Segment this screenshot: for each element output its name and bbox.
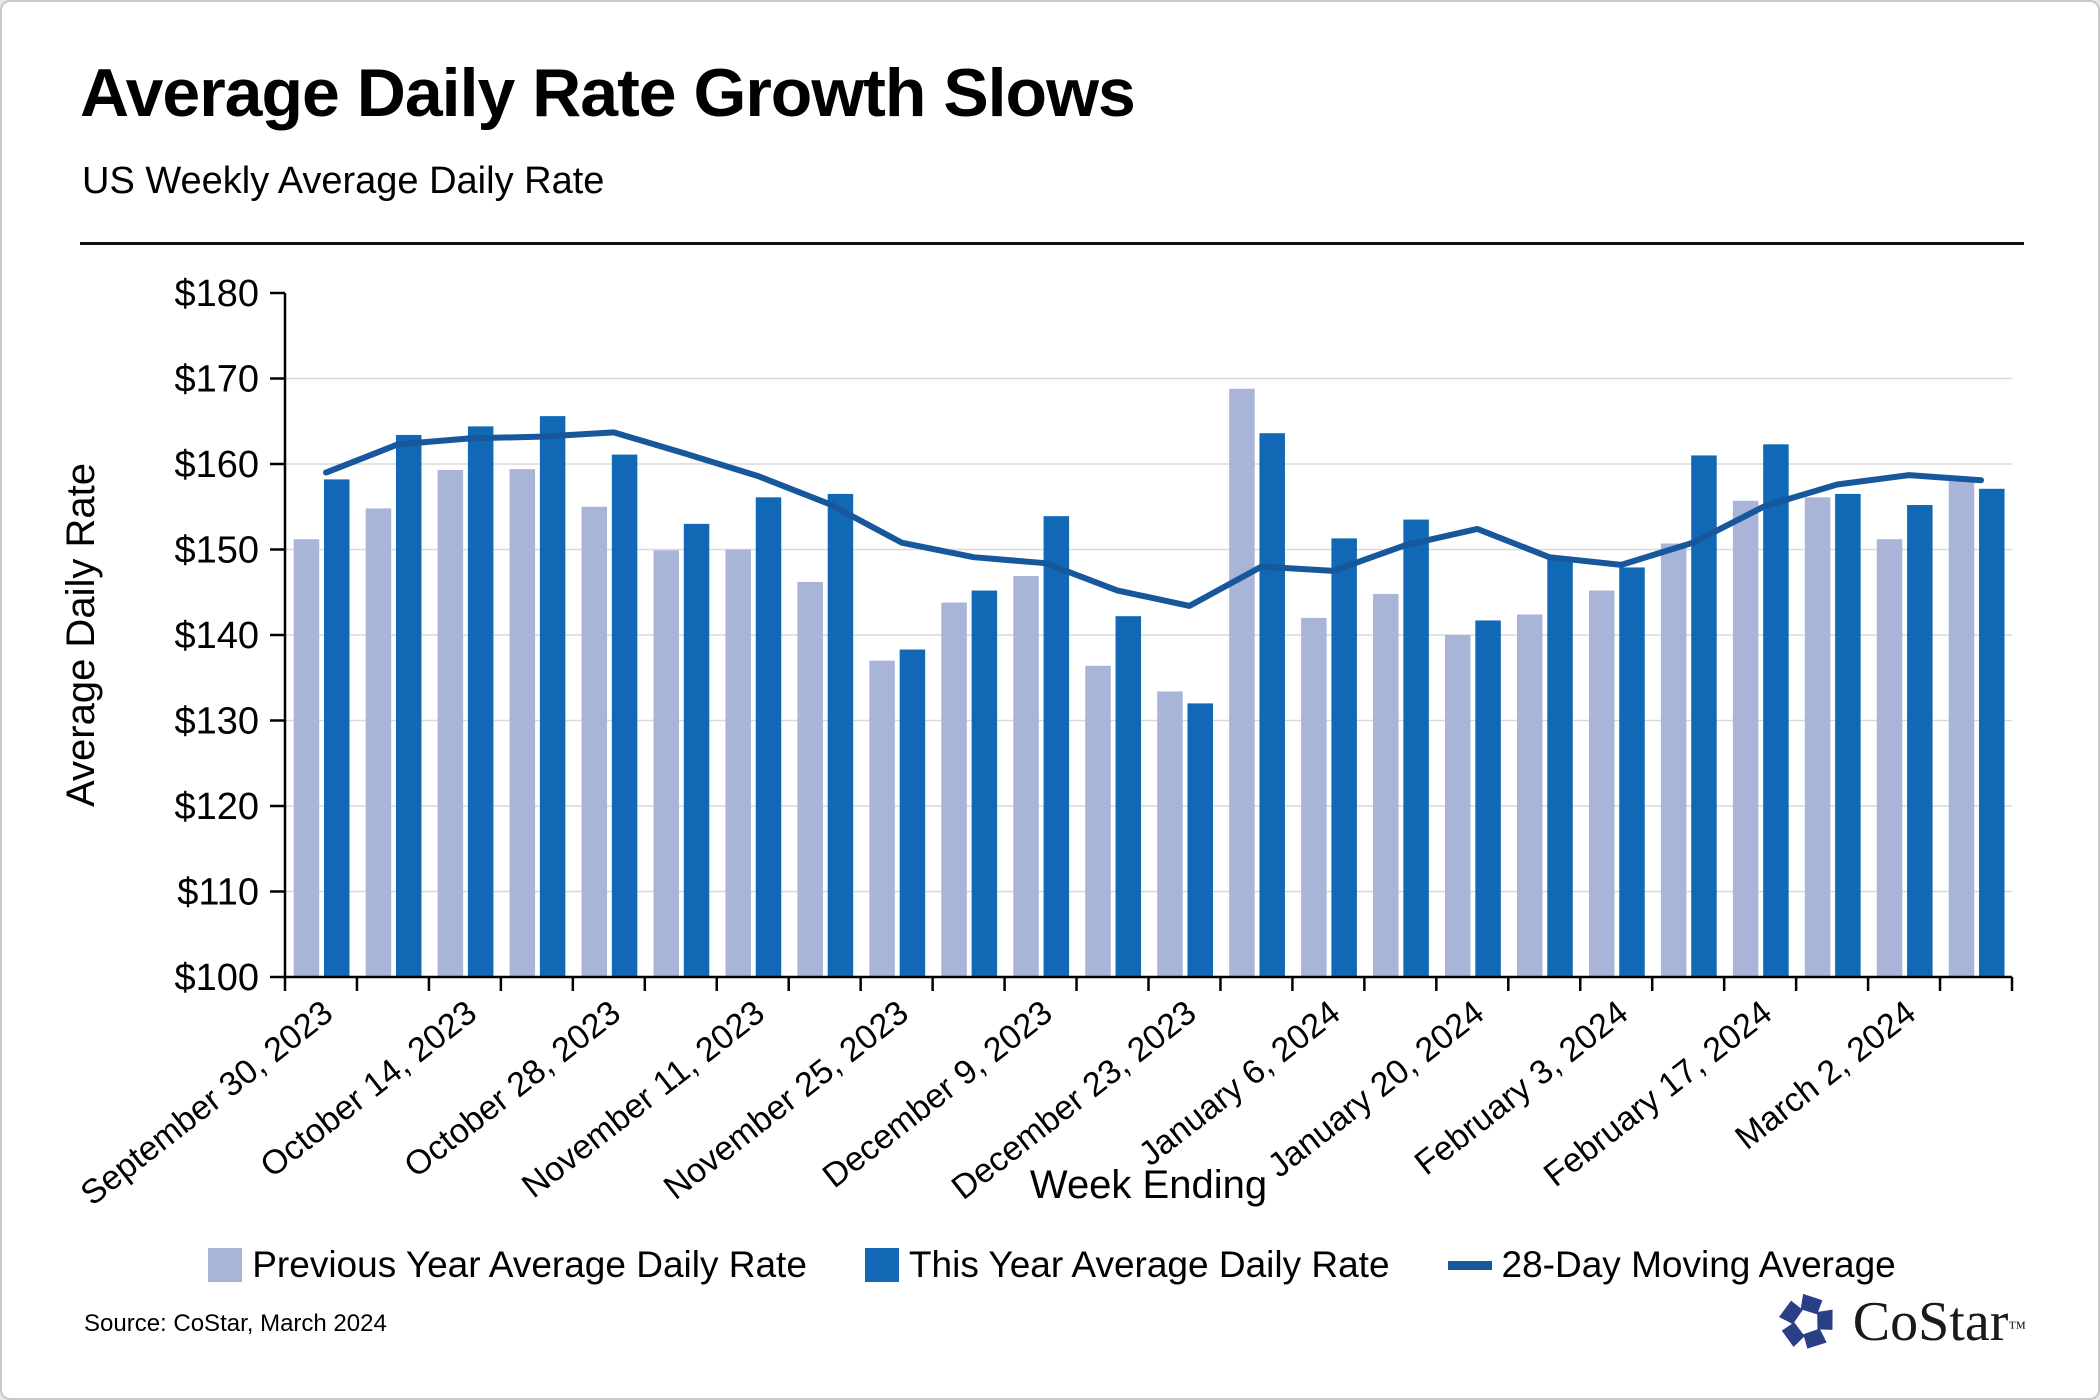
- previous-year-swatch-icon: [208, 1248, 243, 1282]
- legend-label-moving-average: 28-Day Moving Average: [1501, 1244, 1896, 1285]
- this-year-bar: [1763, 444, 1789, 978]
- chart-title: Average Daily Rate Growth Slows: [80, 55, 1136, 131]
- x-tick-label: November 11, 2023: [515, 993, 772, 1205]
- prev-year-bar: [797, 581, 823, 977]
- this-year-bar: [971, 590, 998, 977]
- this-year-swatch-icon: [864, 1248, 899, 1282]
- costar-pinwheel-icon: [1778, 1293, 1833, 1349]
- x-tick-label: November 25, 2023: [657, 993, 916, 1207]
- this-year-bar: [1043, 516, 1070, 977]
- prev-year-bar: [1445, 635, 1471, 977]
- prev-year-bar: [1804, 497, 1831, 977]
- y-tick-label: $100: [174, 957, 259, 999]
- prev-year-bar: [293, 539, 320, 977]
- this-year-bar: [1547, 557, 1573, 977]
- prev-year-bar: [653, 550, 679, 977]
- pinwheel-blade: [1800, 1293, 1823, 1315]
- prev-year-bar: [1373, 593, 1399, 977]
- prev-year-bar: [1732, 500, 1759, 977]
- legend-label-this-year: This Year Average Daily Rate: [908, 1244, 1390, 1285]
- prev-year-bar: [1876, 539, 1903, 977]
- y-tick-label: $170: [174, 359, 259, 401]
- prev-year-bar: [509, 469, 536, 977]
- pinwheel-blade: [1778, 1300, 1803, 1325]
- y-tick-label: $160: [174, 444, 259, 486]
- y-axis-title: Average Daily Rate: [59, 463, 103, 807]
- title-divider: [80, 242, 2024, 245]
- x-tick-label: September 30, 2023: [74, 993, 340, 1213]
- this-year-bar: [539, 416, 566, 977]
- x-axis-title: Week Ending: [1030, 1163, 1267, 1207]
- prev-year-bar: [1588, 590, 1615, 977]
- y-tick-label: $120: [174, 786, 259, 828]
- prev-year-bar: [581, 506, 608, 977]
- source-note: Source: CoStar, March 2024: [84, 1310, 387, 1337]
- this-year-bar: [395, 434, 422, 977]
- this-year-bar: [1979, 488, 2005, 977]
- costar-trademark: ™: [2008, 1317, 2026, 1338]
- this-year-bar: [755, 497, 782, 977]
- y-tick-label: $140: [174, 615, 259, 657]
- moving-average-line: [323, 429, 1985, 609]
- this-year-bar: [1115, 616, 1142, 977]
- this-year-bar: [827, 493, 854, 977]
- costar-logo-text: CoStar: [1852, 1291, 2009, 1353]
- this-year-bar: [467, 426, 494, 977]
- y-tick-label: $150: [174, 530, 259, 572]
- prev-year-bar: [869, 660, 895, 977]
- costar-logo: CoStar™: [1775, 1290, 2026, 1354]
- y-tick-label: $110: [177, 872, 259, 914]
- prev-year-bar: [1516, 614, 1543, 977]
- this-year-bar: [1259, 433, 1285, 978]
- pinwheel-blade: [1803, 1328, 1827, 1349]
- moving-average-line-icon: [1447, 1260, 1492, 1270]
- legend-item-moving-average: 28-Day Moving Average: [1447, 1244, 1896, 1286]
- chart-legend: Previous Year Average Daily Rate This Ye…: [2, 1244, 2098, 1286]
- prev-year-bar: [1948, 481, 1975, 977]
- this-year-bar: [1619, 567, 1645, 977]
- prev-year-bar: [941, 602, 967, 977]
- prev-year-bar: [1660, 543, 1687, 977]
- pinwheel-blade: [1781, 1322, 1805, 1348]
- this-year-bar: [1835, 493, 1861, 977]
- prev-year-bar: [725, 549, 751, 977]
- prev-year-bar: [1085, 665, 1111, 977]
- prev-year-bar: [1301, 617, 1327, 977]
- prev-year-bar: [1157, 691, 1183, 977]
- legend-label-previous-year: Previous Year Average Daily Rate: [252, 1244, 807, 1285]
- y-tick-label: $180: [174, 273, 259, 315]
- this-year-bar: [324, 479, 350, 977]
- this-year-bar: [683, 523, 710, 977]
- chart-subtitle: US Weekly Average Daily Rate: [82, 160, 605, 202]
- this-year-bar: [1403, 519, 1429, 977]
- this-year-bar: [611, 454, 638, 978]
- prev-year-bar: [437, 469, 464, 977]
- pinwheel-blade: [1816, 1309, 1833, 1330]
- y-tick-label: $130: [174, 701, 259, 743]
- this-year-bar: [1187, 703, 1213, 977]
- this-year-bar: [899, 649, 926, 977]
- legend-item-previous-year: Previous Year Average Daily Rate: [208, 1244, 807, 1286]
- this-year-bar: [1475, 620, 1501, 977]
- prev-year-bar: [365, 508, 392, 977]
- this-year-bar: [1331, 538, 1357, 977]
- prev-year-bar: [1013, 576, 1039, 977]
- legend-item-this-year: This Year Average Daily Rate: [864, 1244, 1390, 1286]
- prev-year-bar: [1229, 388, 1255, 977]
- this-year-bar: [1907, 505, 1933, 977]
